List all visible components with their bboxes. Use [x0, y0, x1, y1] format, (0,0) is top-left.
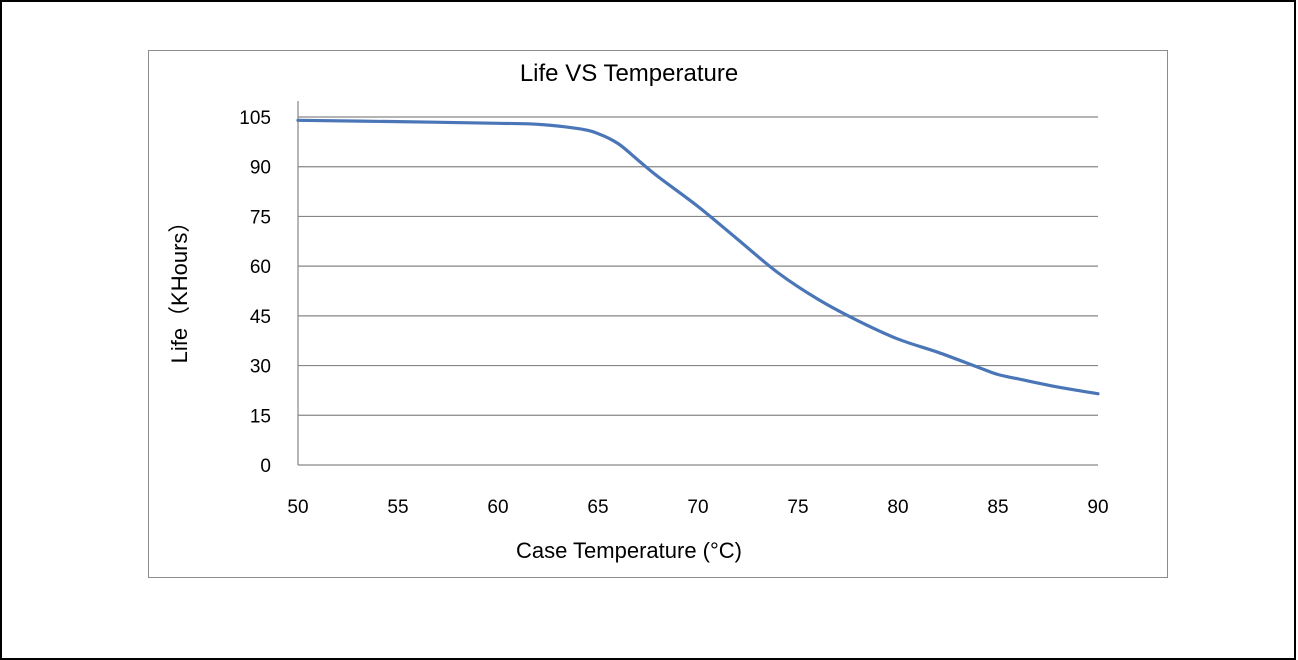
y-tick-label: 60 [250, 257, 271, 278]
chart-svg: 0 15 30 45 60 75 90 105 50 55 60 65 70 75 80 85 90 Life… [167, 60, 1109, 563]
y-tick-label: 0 [260, 456, 271, 477]
y-axis-title: Life（KHours） [167, 211, 192, 364]
y-tick-label: 75 [250, 207, 271, 228]
gridlines [298, 116, 1098, 416]
x-tick-label: 90 [1087, 497, 1108, 518]
chart-panel: 0 15 30 45 60 75 90 105 50 55 60 65 70 75 80 85 90 Life… [148, 50, 1168, 578]
x-tick-label: 50 [287, 497, 308, 518]
y-tick-label: 90 [250, 158, 271, 179]
y-tick-label: 105 [239, 108, 271, 129]
x-tick-label: 85 [987, 497, 1008, 518]
x-axis-title: Case Temperature (°C) [516, 538, 742, 563]
y-tick-labels: 0 15 30 45 60 75 90 105 [239, 108, 271, 477]
series-layer [296, 118, 1100, 396]
x-tick-label: 70 [687, 497, 708, 518]
x-tick-label: 60 [487, 497, 508, 518]
x-tick-label: 55 [387, 497, 408, 518]
x-tick-label: 65 [587, 497, 608, 518]
y-tick-label: 45 [250, 307, 271, 328]
chart-title: Life VS Temperature [520, 60, 738, 87]
x-tick-label: 80 [887, 497, 908, 518]
y-tick-label: 30 [250, 357, 271, 378]
axes [297, 101, 1098, 466]
y-tick-label: 15 [250, 406, 271, 427]
series-line [296, 118, 1100, 396]
x-tick-labels: 50 55 60 65 70 75 80 85 90 [287, 497, 1108, 518]
x-tick-label: 75 [787, 497, 808, 518]
